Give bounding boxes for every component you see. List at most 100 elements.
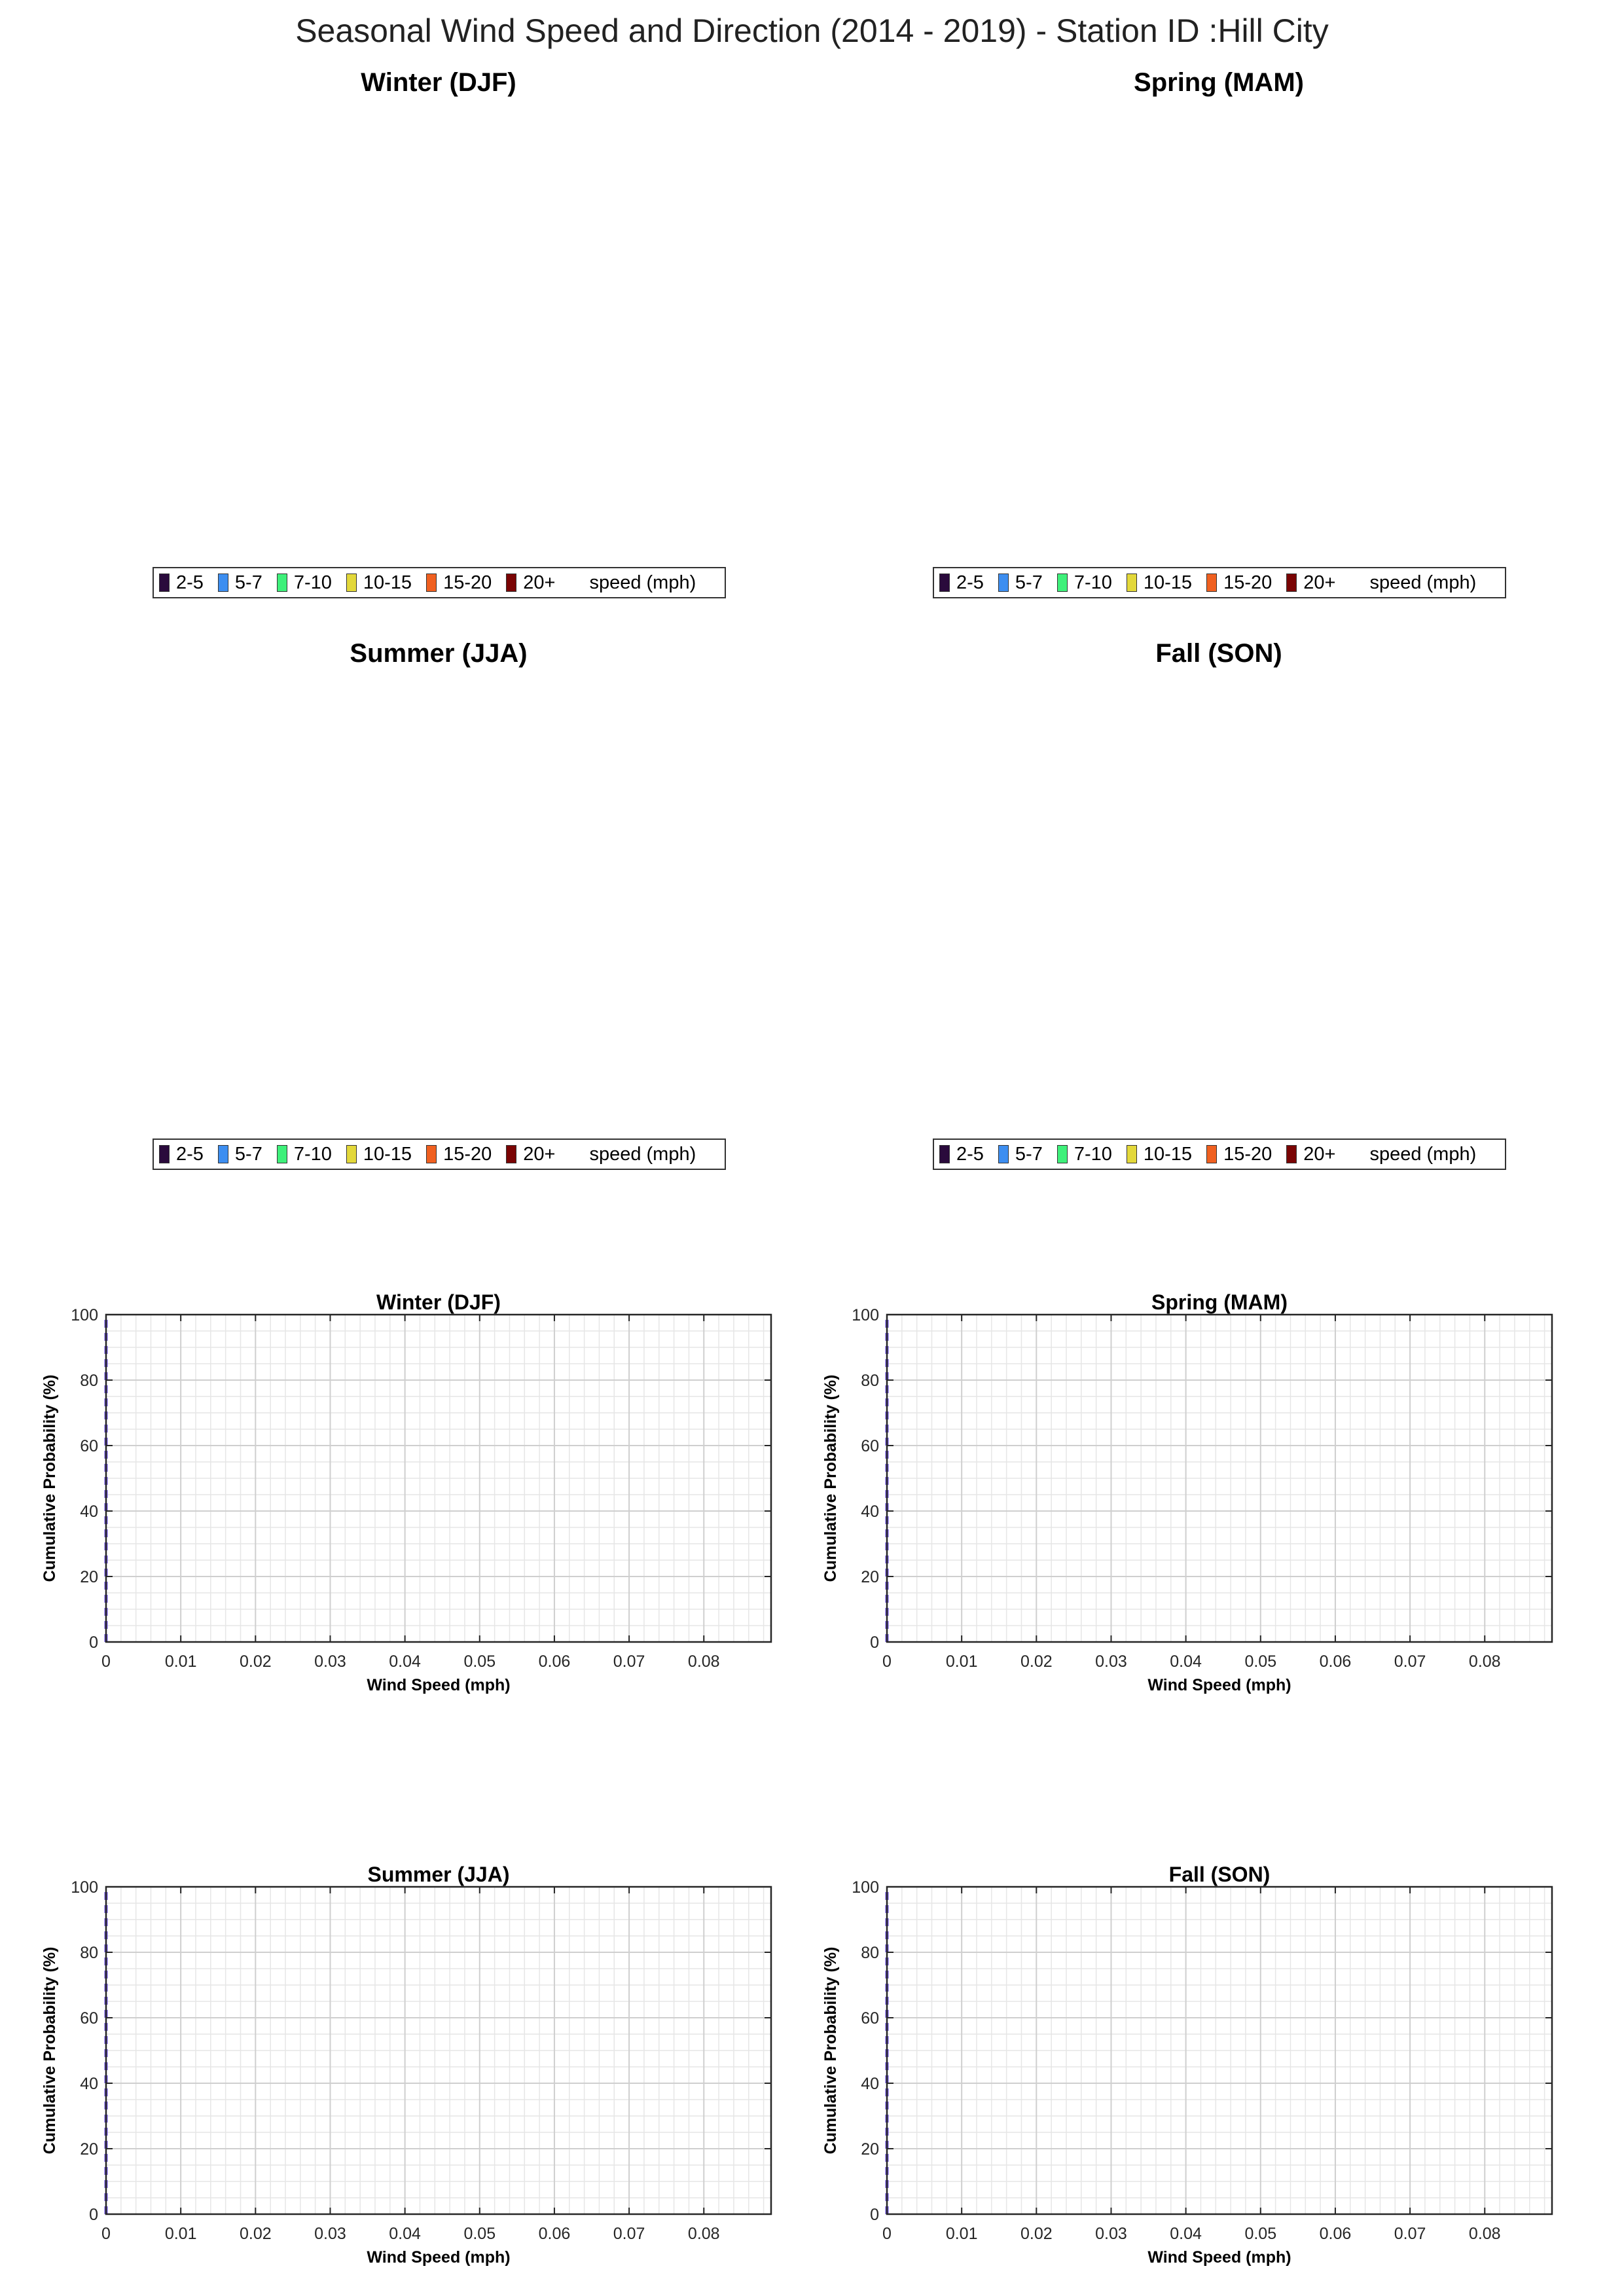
- legend-entry-10-15: 10-15: [1126, 1144, 1192, 1165]
- legend-label: 7-10: [1074, 572, 1112, 593]
- legend-swatch: [426, 1145, 437, 1163]
- legend-swatch: [939, 574, 950, 592]
- legend-label: 7-10: [293, 1143, 332, 1165]
- legend-unit-label: speed (mph): [589, 572, 696, 593]
- legend-swatch: [217, 574, 228, 592]
- legend-swatch: [426, 574, 437, 592]
- x-tick-label: 0: [101, 1652, 111, 1671]
- x-tick-label: 0.07: [613, 1652, 645, 1671]
- legend-swatch: [1286, 574, 1297, 592]
- legend-unit-label: speed (mph): [1369, 572, 1477, 593]
- legend-swatch: [998, 574, 1009, 592]
- y-tick-label: 60: [861, 2009, 879, 2028]
- legend-label: 10-15: [363, 1143, 412, 1165]
- legend-label: 2-5: [956, 572, 984, 593]
- y-tick-label: 60: [861, 1437, 879, 1455]
- cdf-axes-fall: 0 0.01 0.02 0.03 0.04 0.05 0.06 0.07 0.08 0 20 40 60…: [821, 1863, 1553, 2267]
- legend-swatch: [1206, 1145, 1218, 1163]
- rose-legend-spring: 2-5 5-7 7-10 10-15 15-20 20+ speed (mph): [933, 567, 1506, 598]
- x-tick-label: 0.06: [539, 2225, 571, 2243]
- legend-swatch: [159, 1145, 170, 1163]
- x-tick-label: 0: [882, 1652, 892, 1671]
- cdf-axes-summer: 0 0.01 0.02 0.03 0.04 0.05 0.06 0.07 0.08 0 20 40 60…: [41, 1863, 772, 2267]
- legend-entry-20+: 20+: [506, 572, 555, 594]
- x-tick-label: 0.07: [613, 2225, 645, 2243]
- x-tick-label: 0.02: [1020, 1652, 1053, 1671]
- y-axis-label: Cumulative Probability (%): [41, 1375, 59, 1582]
- y-tick-label: 20: [80, 2140, 98, 2159]
- y-tick-label: 60: [80, 2009, 98, 2028]
- y-axis-label: Cumulative Probability (%): [821, 1375, 840, 1582]
- legend-label: 15-20: [443, 1143, 492, 1165]
- legend-label: 7-10: [1074, 1143, 1112, 1165]
- legend-label: 5-7: [1015, 572, 1043, 593]
- x-tick-label: 0.08: [688, 1652, 720, 1671]
- legend-swatch: [276, 1145, 287, 1163]
- x-tick-label: 0.06: [1320, 1652, 1352, 1671]
- rose-legend-fall: 2-5 5-7 7-10 10-15 15-20 20+ speed (mph): [933, 1139, 1506, 1170]
- legend-swatch: [506, 574, 517, 592]
- rose-legend-summer: 2-5 5-7 7-10 10-15 15-20 20+ speed (mph): [153, 1139, 726, 1170]
- legend-entry-7-10: 7-10: [1056, 1143, 1112, 1165]
- x-tick-label: 0.05: [463, 2225, 496, 2243]
- legend-swatch: [1206, 574, 1218, 592]
- rose-title-summer: Summer (JJA): [350, 639, 528, 668]
- cdf-title: Winter (DJF): [376, 1290, 501, 1314]
- legend-entry-15-20: 15-20: [426, 1144, 492, 1165]
- legend-label: 2-5: [176, 1143, 204, 1165]
- x-tick-label: 0.04: [1170, 2225, 1202, 2243]
- legend-label: 10-15: [1143, 572, 1193, 593]
- x-tick-label: 0.04: [389, 2225, 421, 2243]
- legend-label: 2-5: [956, 1143, 984, 1165]
- y-tick-label: 80: [80, 1944, 98, 1962]
- x-tick-label: 0.03: [1095, 2225, 1127, 2243]
- legend-label: 5-7: [234, 572, 262, 593]
- x-tick-label: 0.01: [165, 1652, 197, 1671]
- y-tick-label: 40: [861, 2075, 879, 2093]
- y-tick-label: 20: [80, 1568, 98, 1586]
- y-axis-label: Cumulative Probability (%): [41, 1947, 59, 2155]
- axes-box: [105, 1313, 772, 1643]
- legend-entry-15-20: 15-20: [1206, 1144, 1272, 1165]
- cdf-axes-winter: 0 0.01 0.02 0.03 0.04 0.05 0.06 0.07 0.08 0 20 40 60…: [41, 1290, 772, 1694]
- legend-label: 15-20: [1223, 572, 1272, 593]
- x-tick-label: 0.02: [240, 2225, 272, 2243]
- x-tick-label: 0.05: [1244, 2225, 1276, 2243]
- legend-entry-2-5: 2-5: [159, 572, 204, 594]
- x-tick-label: 0.02: [1020, 2225, 1053, 2243]
- y-tick-label: 0: [870, 2206, 879, 2224]
- legend-entry-5-7: 5-7: [217, 572, 262, 594]
- x-tick-label: 0.08: [1469, 2225, 1501, 2243]
- legend-entry-5-7: 5-7: [217, 1143, 262, 1165]
- rose-title-spring: Spring (MAM): [1134, 68, 1304, 97]
- x-axis-label: Wind Speed (mph): [367, 2248, 510, 2267]
- legend-entry-2-5: 2-5: [159, 1144, 204, 1165]
- legend-swatch: [346, 574, 357, 592]
- rose-legend-winter: 2-5 5-7 7-10 10-15 15-20 20+ speed (mph): [153, 567, 726, 598]
- legend-swatch: [998, 1145, 1009, 1163]
- legend-label: 5-7: [234, 1143, 262, 1165]
- legend-entry-10-15: 10-15: [1126, 572, 1193, 594]
- legend-entry-15-20: 15-20: [1206, 572, 1272, 594]
- legend-swatch: [159, 574, 170, 592]
- y-tick-label: 20: [861, 1568, 879, 1586]
- legend-entry-20+: 20+: [506, 1144, 555, 1165]
- x-tick-label: 0.01: [946, 2225, 978, 2243]
- y-tick-label: 40: [80, 2075, 98, 2093]
- legend-unit-label: speed (mph): [589, 1143, 696, 1165]
- x-tick-label: 0.07: [1394, 1652, 1426, 1671]
- y-tick-label: 0: [89, 2206, 98, 2224]
- legend-entry-7-10: 7-10: [276, 572, 332, 594]
- x-axis-label: Wind Speed (mph): [367, 1676, 510, 1694]
- legend-swatch: [506, 1145, 517, 1163]
- legend-swatch: [1126, 574, 1137, 592]
- y-tick-label: 0: [89, 1633, 98, 1652]
- y-tick-label: 80: [861, 1944, 879, 1962]
- y-tick-label: 80: [80, 1372, 98, 1390]
- x-tick-label: 0.08: [688, 2225, 720, 2243]
- legend-label: 2-5: [176, 572, 204, 593]
- legend-entry-2-5: 2-5: [939, 1144, 984, 1165]
- legend-label: 15-20: [443, 572, 492, 593]
- rose-title-fall: Fall (SON): [1155, 639, 1282, 668]
